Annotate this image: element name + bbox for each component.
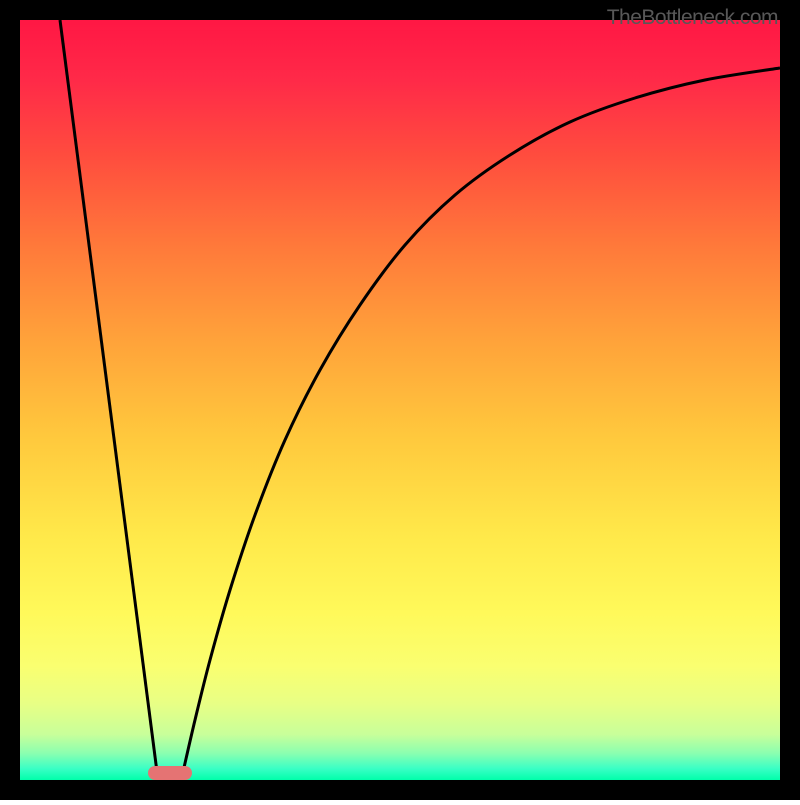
chart-svg [0, 0, 800, 800]
bottleneck-chart [0, 0, 800, 800]
watermark-text: TheBottleneck.com [607, 6, 778, 30]
